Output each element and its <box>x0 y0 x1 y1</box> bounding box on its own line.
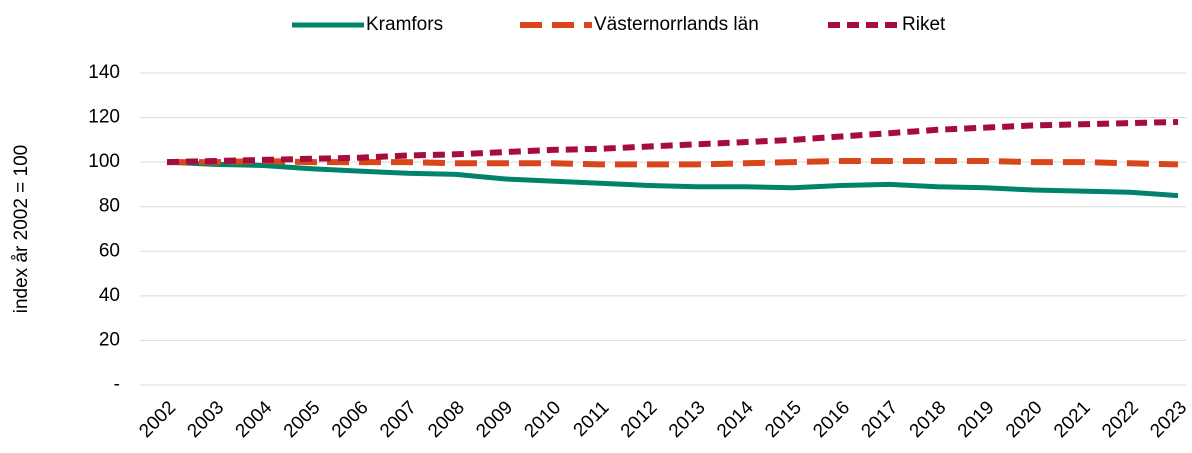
series-line <box>166 159 1179 199</box>
legend-label: Riket <box>902 14 946 35</box>
x-tick-label: 2009 <box>472 397 517 442</box>
x-tick-label: 2023 <box>1146 397 1191 442</box>
series-line <box>167 157 1179 168</box>
x-tick-label: 2020 <box>1002 397 1047 442</box>
x-tick-label: 2005 <box>280 397 325 442</box>
x-tick-label: 2022 <box>1098 397 1143 442</box>
x-tick-label: 2003 <box>183 397 228 442</box>
y-tick-label: 100 <box>88 151 120 172</box>
y-axis-label: index år 2002 = 100 <box>11 145 32 314</box>
x-tick-label: 2019 <box>954 397 999 442</box>
x-tick-label: 2017 <box>857 397 902 442</box>
x-tick-label: 2004 <box>232 397 277 442</box>
x-tick-label: 2015 <box>761 397 806 442</box>
y-tick-label: 80 <box>99 196 120 217</box>
x-tick-label: 2018 <box>906 397 951 442</box>
y-tick-label: 40 <box>99 285 120 306</box>
series-line <box>166 119 1179 166</box>
y-tick-label: - <box>114 374 120 395</box>
x-tick-label: 2016 <box>809 397 854 442</box>
x-tick-label: 2002 <box>135 397 180 442</box>
x-tick-label: 2014 <box>713 397 758 442</box>
y-tick-label: 140 <box>88 62 120 83</box>
x-tick-label: 2008 <box>424 397 469 442</box>
y-tick-label: 120 <box>88 107 120 128</box>
y-tick-label: 20 <box>99 329 120 350</box>
x-tick-label: 2013 <box>665 397 710 442</box>
legend-label: Kramfors <box>366 14 443 35</box>
x-tick-label: 2011 <box>570 397 614 441</box>
y-tick-label: 60 <box>99 240 120 261</box>
x-tick-label: 2012 <box>617 397 662 442</box>
x-tick-label: 2006 <box>328 397 373 442</box>
x-tick-label: 2021 <box>1050 397 1095 442</box>
x-tick-label: 2007 <box>376 397 421 442</box>
x-tick-label: 2010 <box>520 397 565 442</box>
legend-label: Västernorrlands län <box>594 14 759 35</box>
